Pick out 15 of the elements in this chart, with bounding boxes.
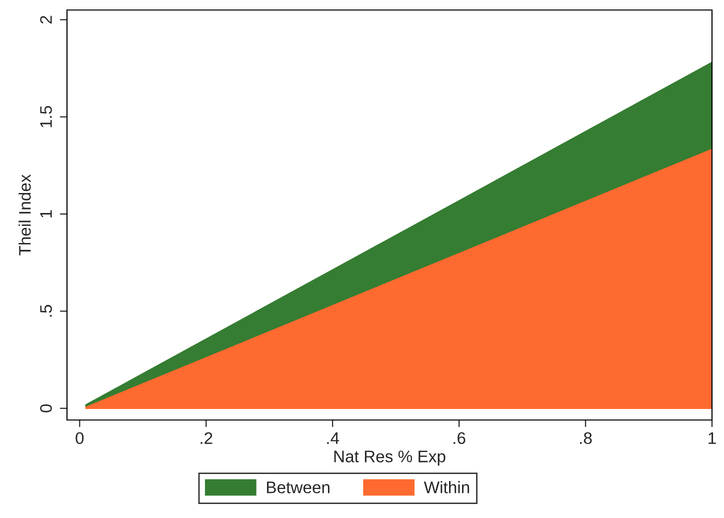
x-tick-label: .2 [200, 432, 212, 444]
y-tick-label: 1.5 [40, 106, 52, 128]
legend-label: Within [424, 481, 470, 494]
y-axis-title: Theil Index [18, 174, 31, 256]
x-tick-label: 0 [76, 432, 84, 444]
x-tick-label: .8 [580, 432, 592, 444]
x-tick-label: .4 [327, 432, 340, 444]
x-axis-title: Nat Res % Exp [334, 450, 446, 466]
legend-label: Between [267, 482, 330, 494]
x-tick-label: .6 [454, 432, 466, 444]
y-tick-label: 1 [40, 210, 52, 218]
x-tick-label: 1 [708, 432, 716, 444]
y-tick-label: .5 [40, 304, 52, 317]
y-tick-label: 0 [40, 404, 52, 412]
y-tick-label: 2 [40, 16, 52, 24]
